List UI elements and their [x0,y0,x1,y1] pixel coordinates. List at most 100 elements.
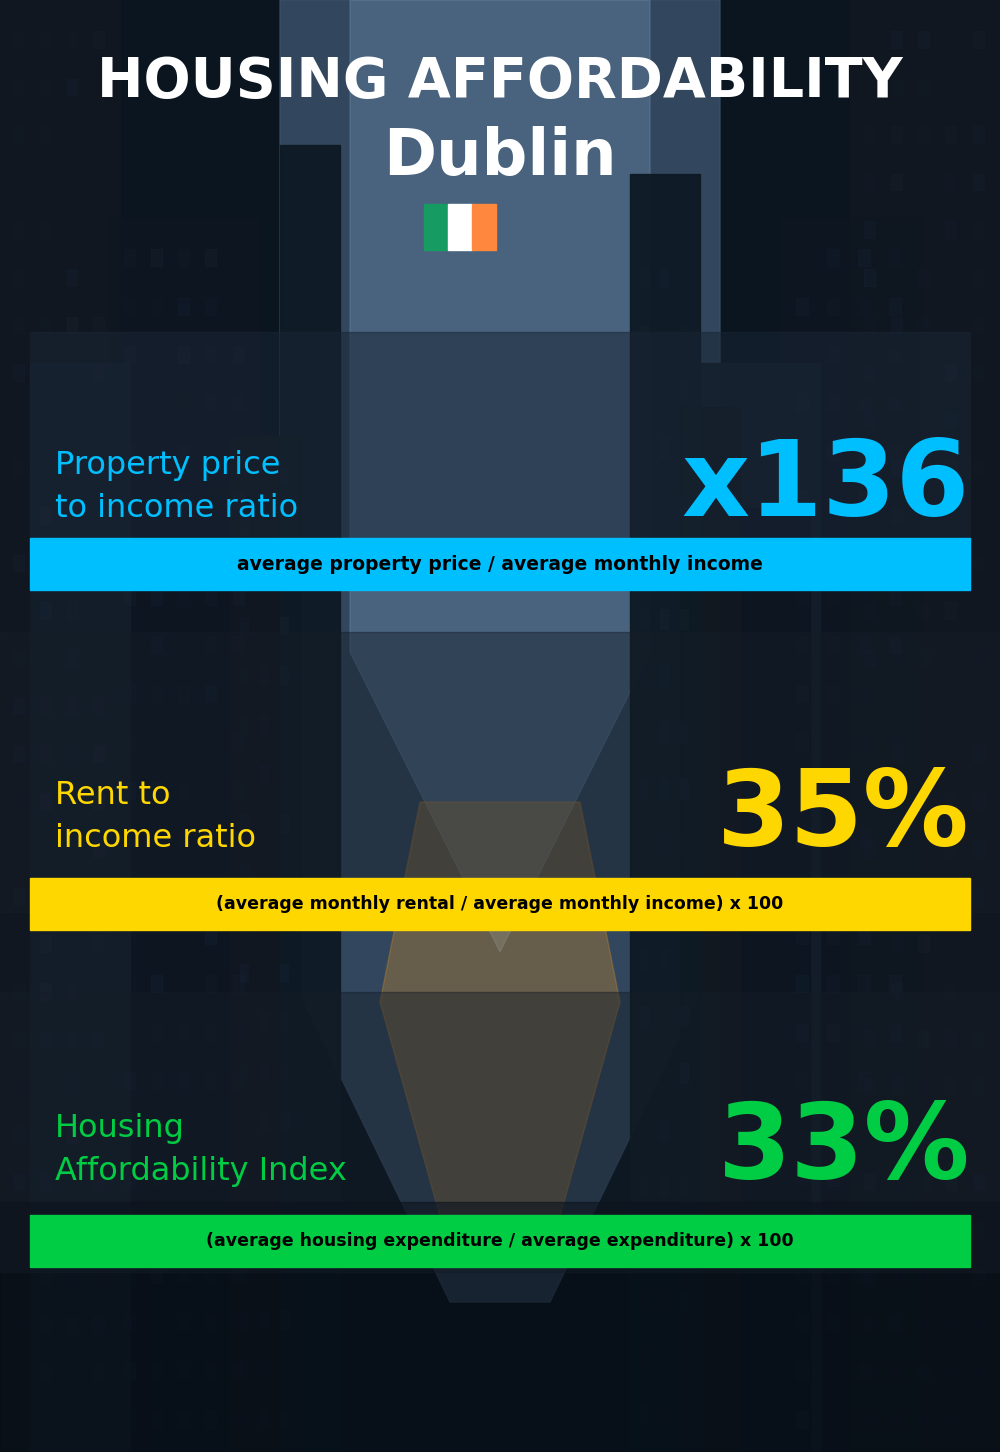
Bar [780,218,920,1452]
Bar [973,887,984,905]
Bar [973,459,984,476]
Bar [67,1221,77,1237]
Bar [178,1314,189,1331]
Bar [640,780,648,799]
Bar [660,211,668,231]
Bar [178,1072,189,1089]
Bar [827,298,839,315]
Bar [945,603,956,619]
Bar [918,412,929,428]
Bar [424,203,448,250]
Bar [40,1031,51,1047]
Bar [660,780,668,799]
Bar [700,363,820,1452]
Bar [680,382,688,401]
Bar [240,468,248,485]
Bar [660,950,668,970]
Bar [233,1217,244,1234]
Bar [124,1121,135,1137]
Bar [40,412,51,428]
Bar [864,745,875,762]
Bar [827,1121,839,1137]
Bar [230,436,300,1452]
Bar [67,78,77,96]
Bar [858,491,870,508]
Bar [40,126,51,142]
Bar [891,1363,902,1381]
Bar [640,1063,648,1083]
Bar [93,269,104,286]
Bar [918,1031,929,1047]
Bar [151,1169,162,1186]
Bar [891,30,902,48]
Bar [891,1269,902,1285]
Bar [973,1363,984,1381]
Polygon shape [350,0,650,953]
Bar [40,1125,51,1143]
Bar [233,781,244,799]
Bar [240,1162,248,1179]
Bar [889,1362,901,1379]
Bar [260,1311,268,1329]
Bar [151,1266,162,1282]
Bar [260,666,268,684]
Bar [864,697,875,714]
Bar [918,887,929,905]
Bar [891,555,902,571]
Bar [680,1233,688,1253]
Bar [827,1217,839,1234]
Bar [796,1024,808,1041]
Bar [178,926,189,944]
Bar [205,540,216,556]
Bar [891,78,902,96]
Bar [124,636,135,653]
Bar [680,269,688,287]
Bar [40,364,51,380]
Bar [124,1411,135,1427]
Bar [889,1169,901,1186]
Bar [827,685,839,701]
Bar [891,650,902,666]
Bar [973,269,984,286]
Bar [178,540,189,556]
Polygon shape [280,0,720,1302]
Bar [640,325,648,344]
Bar [850,0,1000,1452]
Bar [280,1162,288,1179]
Bar [13,983,24,1000]
Text: (average monthly rental / average monthly income) x 100: (average monthly rental / average monthl… [216,894,784,913]
Bar [40,1363,51,1381]
Bar [205,878,216,896]
Bar [124,491,135,508]
Bar [280,716,288,733]
Bar [233,443,244,460]
Bar [945,935,956,953]
Bar [13,887,24,905]
Bar [280,815,288,832]
Polygon shape [380,802,620,1252]
Bar [260,1162,268,1179]
Bar [891,126,902,142]
Bar [858,443,870,460]
Bar [67,1079,77,1095]
Bar [67,603,77,619]
Bar [660,1119,668,1140]
Bar [889,1411,901,1427]
Bar [660,893,668,912]
Bar [178,1217,189,1234]
Bar [827,588,839,605]
Bar [889,1072,901,1089]
Bar [178,1169,189,1186]
Bar [67,364,77,380]
Bar [260,1211,268,1228]
Bar [680,1347,688,1366]
Bar [680,1404,688,1423]
Bar [918,793,929,809]
Bar [178,443,189,460]
Bar [973,650,984,666]
Bar [827,1362,839,1379]
Bar [280,1013,288,1031]
Bar [0,1202,1000,1452]
Text: Rent to
income ratio: Rent to income ratio [55,780,256,854]
Bar [827,540,839,556]
